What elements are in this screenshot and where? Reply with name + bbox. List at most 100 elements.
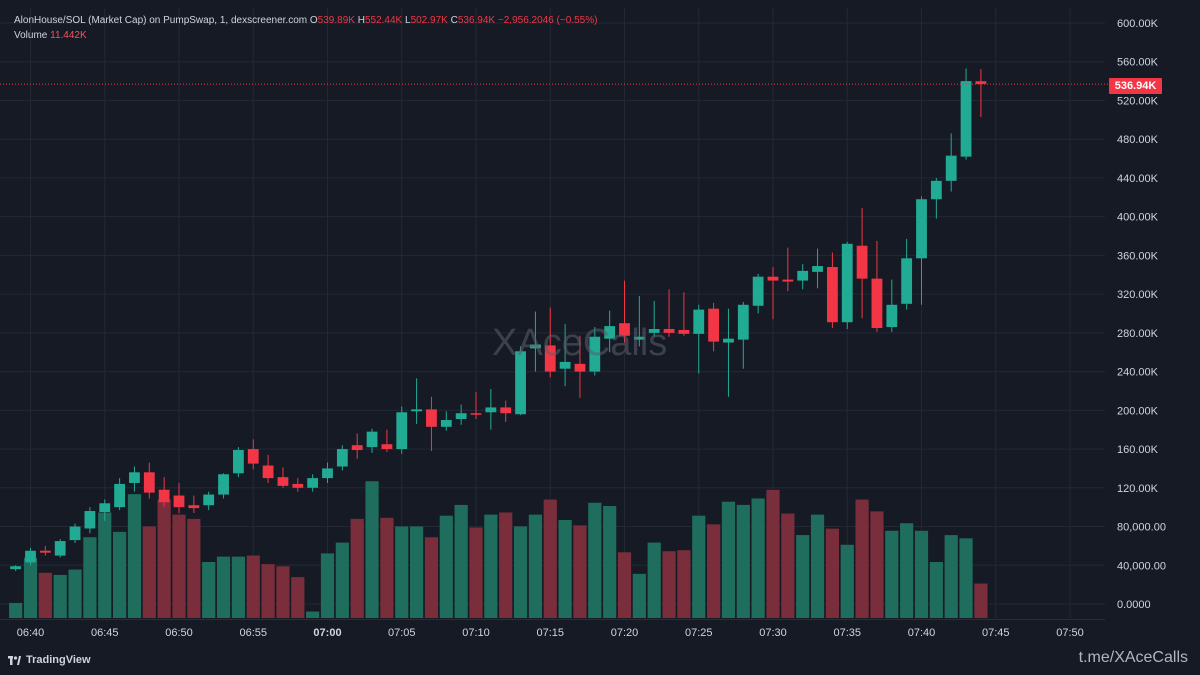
candle-63 [945, 133, 957, 192]
volume-bar-31 [469, 527, 483, 618]
volume-bar-45 [677, 550, 691, 618]
volume-bar-20 [306, 611, 320, 618]
close-value: 536.94K [457, 15, 496, 26]
volume-bar-59 [885, 530, 899, 618]
volume-bar-0 [9, 602, 23, 618]
volume-bar-62 [929, 562, 943, 618]
volume-bar-53 [796, 535, 810, 618]
candle-48 [723, 308, 734, 397]
candle-64 [960, 68, 972, 160]
time-tick-13: 07:45 [982, 627, 1010, 639]
candle-51 [767, 267, 779, 320]
time-tick-12: 07:40 [908, 627, 936, 639]
volume-bar-14 [216, 556, 231, 618]
candle-1 [25, 547, 36, 566]
price-tick-4: 160.00K [1117, 444, 1159, 456]
candle-55 [827, 252, 838, 329]
tradingview-logo[interactable]: TradingView [8, 654, 91, 666]
candle-16 [247, 439, 259, 470]
volume-bar-39 [588, 502, 602, 618]
candle-38 [574, 335, 586, 398]
time-tick-7: 07:15 [536, 627, 564, 639]
candle-19 [292, 478, 304, 492]
volume-bar-40 [603, 506, 617, 618]
time-tick-3: 06:55 [239, 627, 267, 639]
volume-bar-64 [959, 538, 973, 618]
candle-61 [916, 196, 927, 305]
volume-bar-5 [83, 537, 97, 618]
symbol-title[interactable]: AlonHouse/SOL (Market Cap) on PumpSwap, … [14, 15, 308, 26]
volume-bar-36 [543, 499, 557, 618]
candle-12 [188, 495, 200, 513]
price-axis[interactable]: 0.0000 40,000.00 80,000.00 120.00K 160.00K 20… [1117, 18, 1166, 611]
candle-2 [39, 545, 51, 556]
volume-bar-61 [914, 530, 929, 618]
volume-bar-8 [127, 494, 142, 618]
volume-bar-21 [320, 553, 335, 618]
price-tick-2: 80,000.00 [1117, 522, 1166, 534]
volume-bar-2 [38, 572, 52, 618]
low-label: L [405, 15, 411, 26]
volume-bar-13 [202, 562, 216, 618]
price-tick-1: 40,000.00 [1117, 560, 1166, 572]
candle-62 [930, 177, 942, 219]
volume-bar-7 [113, 531, 127, 618]
candle-53 [797, 264, 809, 290]
time-tick-5: 07:05 [388, 627, 416, 639]
candle-41 [619, 280, 630, 343]
volume-bar-24 [365, 481, 379, 618]
candle-59 [886, 279, 898, 332]
time-axis[interactable]: 06:40 06:45 06:50 06:55 07:00 07:05 07:10 07:15… [0, 619, 1105, 640]
candle-23 [351, 433, 363, 459]
candle-14 [218, 473, 229, 499]
volume-bar-63 [944, 535, 958, 618]
time-tick-11: 07:35 [833, 627, 861, 639]
high-value: 552.44K [364, 15, 403, 26]
volume-bar-22 [335, 542, 349, 618]
volume-bar-18 [276, 566, 290, 618]
price-tick-9: 360.00K [1117, 250, 1159, 262]
volume-bar-47 [707, 524, 721, 618]
time-tick-6: 07:10 [462, 627, 490, 639]
candle-3 [54, 539, 66, 558]
price-tick-10: 400.00K [1117, 212, 1159, 224]
candle-15 [233, 447, 244, 478]
candle-43 [648, 300, 660, 337]
volume-bar-50 [751, 498, 765, 618]
volume-label[interactable]: Volume [14, 30, 48, 41]
price-tick-13: 520.00K [1117, 95, 1159, 107]
volume-bar-57 [855, 499, 869, 618]
volume-bar-3 [53, 574, 67, 618]
candle-4 [69, 523, 81, 543]
volume-bar-52 [781, 513, 795, 618]
candle-22 [336, 445, 348, 471]
volume-bars [9, 481, 988, 618]
change-value: −2,956.2046 (−0.55%) [497, 15, 598, 26]
candle-0 [10, 565, 22, 572]
volume-bar-51 [766, 489, 780, 618]
volume-bar-28 [424, 537, 439, 618]
candle-65 [975, 69, 987, 117]
chart-legend: AlonHouse/SOL (Market Cap) on PumpSwap, … [14, 14, 597, 43]
candle-13 [203, 491, 215, 511]
candle-30 [455, 404, 467, 425]
telegram-handle: t.me/XAceCalls [1078, 649, 1188, 666]
volume-bar-41 [617, 552, 632, 618]
candle-9 [143, 462, 155, 499]
candle-56 [841, 241, 853, 329]
volume-bar-34 [513, 526, 528, 618]
volume-bar-1 [23, 557, 38, 618]
brand-label: TradingView [26, 654, 91, 666]
time-tick-4: 07:00 [313, 627, 341, 639]
candle-6 [99, 499, 111, 521]
candle-60 [901, 238, 913, 310]
volume-bar-23 [350, 518, 364, 618]
price-tick-12: 480.00K [1117, 134, 1159, 146]
close-label: C [450, 15, 458, 26]
price-candles [10, 68, 987, 572]
candle-26 [396, 406, 408, 454]
volume-bar-26 [395, 526, 409, 618]
volume-bar-16 [246, 555, 260, 618]
candle-7 [114, 478, 125, 511]
